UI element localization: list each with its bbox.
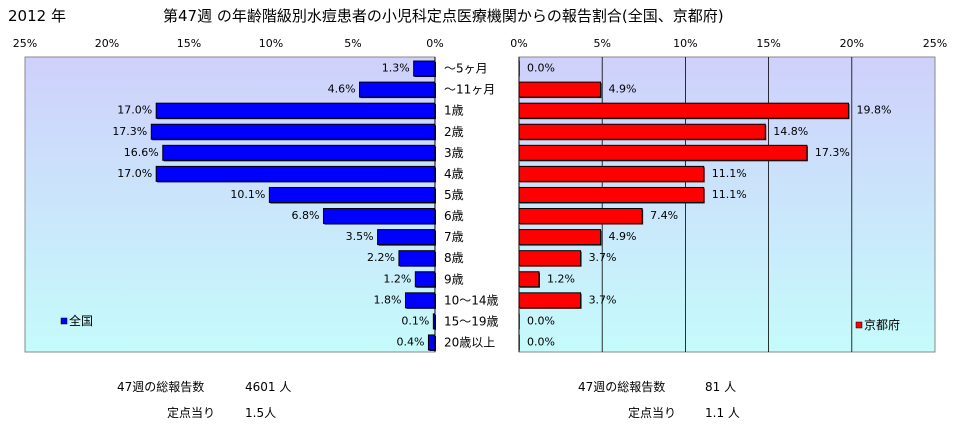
left-value-label: 6.8% bbox=[292, 209, 320, 222]
right-bar bbox=[518, 144, 808, 161]
left-bar bbox=[377, 229, 436, 246]
left-bar bbox=[398, 250, 436, 267]
right-bar bbox=[518, 271, 540, 288]
left-value-label: 1.2% bbox=[383, 272, 411, 285]
left-value-label: 17.0% bbox=[117, 167, 152, 180]
left-bar bbox=[404, 292, 436, 309]
left-value-label: 17.3% bbox=[112, 125, 147, 138]
left-plot-area bbox=[24, 56, 436, 353]
left-tick-label: 25% bbox=[13, 37, 37, 50]
left-tick-label: 0% bbox=[426, 37, 443, 50]
right-tick-label: 0% bbox=[510, 37, 527, 50]
right-bar bbox=[518, 229, 602, 246]
right-value-label: 14.8% bbox=[773, 125, 808, 138]
left-bar bbox=[432, 313, 436, 330]
left-per-label: 定点当り bbox=[167, 406, 216, 420]
right-tick-label: 15% bbox=[756, 37, 780, 50]
right-value-label: 3.7% bbox=[589, 251, 617, 264]
right-bar bbox=[518, 165, 705, 182]
left-value-label: 17.0% bbox=[117, 104, 152, 117]
left-bar bbox=[150, 123, 436, 140]
left-bar bbox=[268, 186, 436, 203]
left-value-label: 0.1% bbox=[401, 314, 429, 327]
right-value-label: 19.8% bbox=[856, 104, 891, 117]
category-label: 15～19歳 bbox=[444, 314, 499, 328]
category-label: 9歳 bbox=[444, 272, 464, 286]
right-bar bbox=[518, 334, 520, 351]
right-bar bbox=[518, 313, 520, 330]
left-tick-label: 5% bbox=[344, 37, 361, 50]
category-label: 20歳以上 bbox=[444, 335, 495, 349]
right-tick-label: 25% bbox=[923, 37, 947, 50]
category-label: 2歳 bbox=[444, 125, 464, 139]
left-total-value: 4601 人 bbox=[245, 380, 292, 394]
right-bar bbox=[518, 208, 643, 225]
category-label: 10～14歳 bbox=[444, 293, 499, 307]
category-label: ～11ヶ月 bbox=[444, 83, 495, 97]
chart-canvas: 25% 20% 15% 10% 5% 0% 1.3% 4.6% 17.0% 17.3% 16.6% 1… bbox=[13, 37, 947, 353]
right-total-label: 47週の総報告数 bbox=[578, 380, 666, 394]
left-bar bbox=[359, 81, 436, 98]
right-value-label: 1.2% bbox=[547, 272, 575, 285]
year-label: 2012 年 bbox=[8, 7, 66, 25]
left-bar bbox=[162, 144, 436, 161]
left-bar bbox=[427, 334, 436, 351]
left-value-label: 1.8% bbox=[374, 293, 402, 306]
right-tick-label: 20% bbox=[840, 37, 864, 50]
left-value-label: 1.3% bbox=[382, 62, 410, 75]
right-value-label: 0.0% bbox=[527, 335, 555, 348]
category-label: 5歳 bbox=[444, 188, 464, 202]
chart-title: 第47週 の年齢階級別水痘患者の小児科定点医療機関からの報告割合(全国、京都府) bbox=[163, 7, 724, 25]
category-label: 3歳 bbox=[444, 146, 464, 160]
left-per-value: 1.5人 bbox=[245, 406, 277, 420]
right-bar bbox=[518, 81, 602, 98]
category-label: ～5ヶ月 bbox=[444, 62, 488, 76]
right-legend-label: 京都府 bbox=[864, 317, 900, 332]
right-bar bbox=[518, 250, 582, 267]
left-bar bbox=[155, 165, 436, 182]
left-bar bbox=[414, 271, 436, 288]
right-value-label: 4.9% bbox=[609, 230, 637, 243]
right-value-label: 7.4% bbox=[650, 209, 678, 222]
right-value-label: 11.1% bbox=[712, 188, 747, 201]
right-value-label: 4.9% bbox=[609, 83, 637, 96]
right-value-label: 3.7% bbox=[589, 293, 617, 306]
right-tick-label: 5% bbox=[593, 37, 610, 50]
left-value-label: 3.5% bbox=[346, 230, 374, 243]
left-tick-label: 20% bbox=[95, 37, 119, 50]
right-bar bbox=[518, 186, 705, 203]
right-value-label: 17.3% bbox=[815, 146, 850, 159]
right-legend-swatch bbox=[855, 321, 863, 329]
category-label: 4歳 bbox=[444, 167, 464, 181]
right-bar bbox=[518, 292, 582, 309]
left-tick-label: 10% bbox=[259, 37, 283, 50]
right-bar bbox=[518, 123, 766, 140]
left-tick-label: 15% bbox=[177, 37, 201, 50]
category-label: 7歳 bbox=[444, 230, 464, 244]
category-label: 6歳 bbox=[444, 209, 464, 223]
left-legend-swatch bbox=[60, 317, 68, 325]
right-value-label: 0.0% bbox=[527, 314, 555, 327]
right-bar bbox=[518, 102, 849, 119]
left-value-label: 10.1% bbox=[230, 188, 265, 201]
left-value-label: 2.2% bbox=[367, 251, 395, 264]
right-total-value: 81 人 bbox=[705, 380, 737, 394]
category-label: 8歳 bbox=[444, 251, 464, 265]
right-per-value: 1.1 人 bbox=[705, 406, 740, 420]
category-label: 1歳 bbox=[444, 104, 464, 118]
left-value-label: 0.4% bbox=[396, 335, 424, 348]
right-tick-label: 10% bbox=[673, 37, 697, 50]
left-bar bbox=[155, 102, 436, 119]
left-total-label: 47週の総報告数 bbox=[117, 380, 205, 394]
right-value-label: 0.0% bbox=[527, 62, 555, 75]
right-bar bbox=[518, 60, 520, 77]
left-value-label: 4.6% bbox=[328, 83, 356, 96]
left-bar bbox=[413, 60, 436, 77]
right-value-label: 11.1% bbox=[712, 167, 747, 180]
right-per-label: 定点当り bbox=[628, 406, 677, 420]
left-bar bbox=[322, 208, 436, 225]
left-legend-label: 全国 bbox=[69, 313, 93, 328]
left-value-label: 16.6% bbox=[124, 146, 159, 159]
